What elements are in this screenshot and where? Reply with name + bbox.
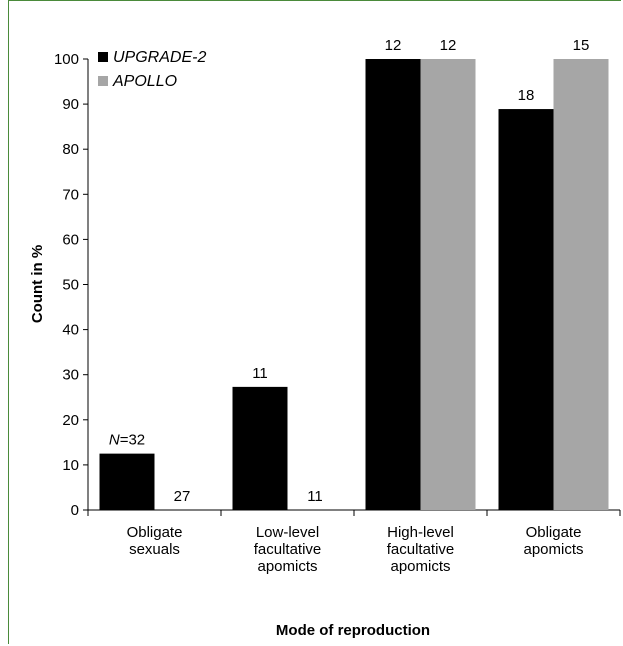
bar-value-label: 11: [252, 365, 268, 382]
bar-value-label: N=32: [109, 432, 145, 449]
y-tick-label: 40: [62, 322, 79, 339]
y-tick-label: 0: [71, 502, 79, 519]
bar-upgrade-2-1: [232, 386, 288, 510]
y-tick-label: 70: [62, 186, 79, 203]
y-tick-label: 100: [54, 51, 79, 68]
y-tick-label: 50: [62, 277, 79, 294]
y-tick-label: 30: [62, 367, 79, 384]
bar-labels: N=32 11 12 18 27 11 12 15: [109, 37, 589, 505]
x-tick-label: apomicts: [257, 558, 317, 575]
bar-value-label: 11: [307, 488, 323, 505]
legend-label-apollo: APOLLO: [112, 73, 177, 90]
x-tick-label: High-level: [387, 524, 454, 541]
x-tick-label: sexuals: [129, 541, 180, 558]
bar-upgrade-2-2: [365, 59, 421, 510]
bar-value-label: 18: [518, 87, 535, 104]
bar-upgrade-2-0: [99, 453, 155, 510]
y-tick-label: 80: [62, 141, 79, 158]
bar-apollo-2: [420, 59, 476, 510]
x-tick-label: facultative: [387, 541, 455, 558]
bar-apollo-3: [553, 59, 609, 510]
y-axis-label: Count in %: [29, 245, 46, 323]
y-tick-label: 60: [62, 231, 79, 248]
legend-label-upgrade-2: UPGRADE-2: [113, 49, 206, 66]
bars: [99, 59, 609, 510]
legend-swatch-apollo: [98, 76, 108, 86]
x-tick-label: Low-level: [256, 524, 319, 541]
bar-upgrade-2-3: [498, 109, 554, 510]
legend-swatch-upgrade-2: [98, 52, 108, 62]
y-tick-label: 10: [62, 457, 79, 474]
bar-value-label: 27: [174, 488, 191, 505]
legend: UPGRADE-2 APOLLO: [98, 49, 206, 90]
x-tick-label: apomicts: [390, 558, 450, 575]
y-tick-label: 20: [62, 412, 79, 429]
x-tick-label: Obligate: [127, 524, 183, 541]
x-tick-label: facultative: [254, 541, 322, 558]
x-tick-label: apomicts: [523, 541, 583, 558]
bar-value-label: 12: [385, 37, 402, 54]
bar-value-label: 15: [573, 37, 590, 54]
x-tick-label: Obligate: [526, 524, 582, 541]
y-tick-label: 90: [62, 96, 79, 113]
x-axis-label: Mode of reproduction: [276, 622, 430, 639]
axes: 0102030405060708090100ObligatesexualsLow…: [54, 51, 621, 575]
bar-value-label: 12: [440, 37, 457, 54]
